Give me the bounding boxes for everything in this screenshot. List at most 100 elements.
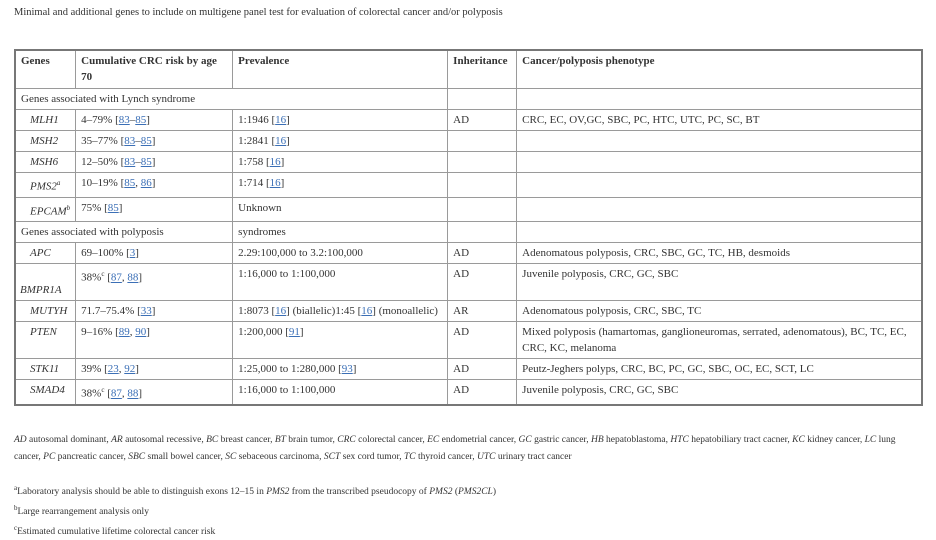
abbreviation-legend: AD autosomal dominant, AR autosomal rece… — [14, 432, 914, 466]
gene-cell: EPCAMb — [14, 196, 77, 223]
gene-cell: MSH2 — [14, 130, 77, 152]
reference-link[interactable]: 83 — [124, 156, 136, 168]
header-crc-risk: Cumulative CRC risk by age 70 — [75, 49, 234, 89]
abbreviation-definition: urinary tract cancer — [495, 452, 572, 462]
phenotype-cell: Adenomatous polyposis, CRC, SBC, TC — [516, 300, 923, 323]
reference-link[interactable]: 85 — [140, 135, 152, 147]
text: ] (biallelic)1:45 [ — [286, 305, 362, 318]
footnote: aLaboratory analysis should be able to d… — [14, 480, 496, 500]
text: ) — [492, 487, 497, 498]
text: 1:2841 [ — [238, 135, 276, 147]
text: ] — [286, 135, 290, 147]
abbreviation-definition: autosomal recessive, — [122, 435, 207, 445]
reference-link[interactable]: 16 — [275, 114, 287, 126]
abbreviation-definition: kidney cancer, — [804, 435, 865, 445]
header-genes: Genes — [14, 49, 77, 89]
abbreviation: AD — [14, 435, 27, 445]
reference-link[interactable]: 93 — [341, 363, 353, 376]
text: – — [135, 135, 141, 147]
text: 39% [ — [81, 363, 108, 376]
reference-link[interactable]: 86 — [140, 177, 152, 189]
footnote-mark: b — [66, 203, 71, 212]
gene-name: PTEN — [30, 326, 57, 339]
reference-link[interactable]: 33 — [140, 305, 152, 318]
reference-link[interactable]: 23 — [107, 363, 119, 376]
abbreviation-definition: thyroid cancer, — [415, 452, 477, 462]
section-empty — [516, 88, 923, 110]
table-row: EPCAMb 75% [85] Unknown — [14, 196, 923, 223]
reference-link[interactable]: 91 — [288, 326, 300, 339]
text: 1:758 [ — [238, 156, 270, 168]
gene-cell: BMPR1A — [14, 263, 77, 302]
phenotype-cell: CRC, EC, OV,GC, SBC, PC, HTC, UTC, PC, S… — [516, 109, 923, 131]
footnote-mark: c — [101, 270, 105, 279]
prevalence-cell: 1:16,000 to 1:100,000 — [232, 379, 449, 406]
inheritance-cell: AD — [447, 263, 518, 302]
reference-link[interactable]: 83 — [118, 114, 130, 126]
crc-risk-cell: 4–79% [83–85] — [75, 109, 234, 131]
text: [ — [104, 271, 111, 284]
text: , — [121, 387, 128, 400]
text: , — [121, 271, 128, 284]
reference-link[interactable]: 85 — [135, 114, 147, 126]
reference-link[interactable]: 85 — [107, 201, 119, 214]
reference-link[interactable]: 87 — [110, 387, 122, 400]
footnote: cEstimated cumulative lifetime colorecta… — [14, 520, 496, 540]
abbreviation-definition: endometrial cancer, — [439, 435, 519, 445]
crc-risk-cell: 75% [85] — [75, 196, 234, 223]
text: , — [118, 363, 125, 376]
inheritance-cell: AD — [447, 242, 518, 265]
reference-link[interactable]: 87 — [110, 271, 122, 284]
reference-link[interactable]: 16 — [361, 305, 373, 318]
text: ] — [299, 326, 304, 339]
reference-link[interactable]: 16 — [275, 135, 287, 147]
prevalence-cell: 1:2841 [16] — [232, 130, 449, 152]
section-label-cont: syndromes — [232, 221, 449, 244]
section-label: Genes associated with Lynch syndrome — [14, 88, 449, 110]
text: ] — [151, 177, 156, 189]
text: 4–79% [ — [81, 114, 119, 126]
text: ] (monoallelic) — [372, 305, 438, 318]
table-row: APC 69–100% [3] 2.29:100,000 to 3.2:100,00… — [14, 242, 923, 265]
text: – — [129, 114, 136, 126]
prevalence-cell: 1:714 [16] — [232, 172, 449, 198]
table-row: STK11 39% [23, 92] 1:25,000 to 1:280,000 [… — [14, 358, 923, 381]
abbreviation-definition: breast cancer, — [218, 435, 275, 445]
reference-link[interactable]: 3 — [129, 247, 136, 260]
reference-link[interactable]: 85 — [140, 156, 152, 168]
text: from the transcribed pseudocopy of — [289, 487, 430, 498]
abbreviation: UTC — [476, 452, 496, 462]
text: 12–50% [ — [81, 156, 125, 168]
abbreviation: BC — [206, 435, 219, 445]
crc-risk-cell: 12–50% [83–85] — [75, 151, 234, 173]
text: ] — [352, 363, 357, 376]
gene-name: EPCAM — [30, 205, 67, 218]
reference-link[interactable]: 92 — [124, 363, 136, 376]
reference-link[interactable]: 88 — [127, 387, 139, 400]
abbreviation: HTC — [670, 435, 689, 445]
reference-link[interactable]: 83 — [124, 135, 136, 147]
section-empty — [516, 221, 923, 244]
reference-link[interactable]: 89 — [118, 326, 130, 339]
reference-link[interactable]: 85 — [124, 177, 136, 189]
abbreviation-definition: hepatoblastoma, — [603, 435, 671, 445]
reference-link[interactable]: 88 — [127, 271, 139, 284]
table-row: MSH2 35–77% [83–85] 1:2841 [16] — [14, 130, 923, 152]
abbreviation-definition: gastric cancer, — [531, 435, 591, 445]
header-phenotype: Cancer/polyposis phenotype — [516, 49, 923, 89]
crc-risk-cell: 69–100% [3] — [75, 242, 234, 265]
text: ] — [146, 114, 150, 126]
text: 1:8073 [ — [238, 305, 276, 318]
table-row: PMS2a 10–19% [85, 86] 1:714 [16] — [14, 172, 923, 198]
reference-link[interactable]: 16 — [269, 156, 281, 168]
text: – — [135, 156, 141, 168]
prevalence-cell: 1:16,000 to 1:100,000 — [232, 263, 449, 302]
prevalence-cell: 1:758 [16] — [232, 151, 449, 173]
section-row: Genes associated with polyposis syndromes — [14, 221, 923, 244]
footnote-mark: c — [101, 386, 105, 395]
reference-link[interactable]: 90 — [135, 326, 147, 339]
reference-link[interactable]: 16 — [269, 177, 281, 189]
reference-link[interactable]: 16 — [275, 305, 287, 318]
text: ] — [151, 305, 156, 318]
footnote-mark: b — [14, 504, 18, 513]
